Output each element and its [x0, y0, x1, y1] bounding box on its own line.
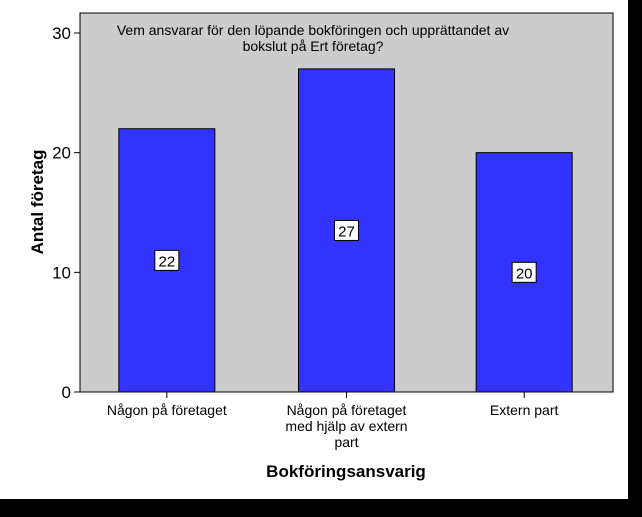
x-tick-label-3: Extern part [490, 402, 559, 418]
y-tick-label-20: 20 [52, 144, 71, 163]
data-label-box-1 [154, 249, 180, 271]
x-axis-title: Bokföringsansvarig [266, 462, 426, 481]
data-label-2: 27 [338, 223, 355, 240]
data-label-3: 20 [516, 265, 533, 282]
y-axis-title: Antal företag [28, 150, 47, 255]
data-label-1: 22 [158, 253, 175, 270]
data-label-box-2 [334, 219, 359, 241]
data-label-box-3 [511, 261, 537, 283]
chart-title-line-2: bokslut på Ert företag? [243, 38, 384, 54]
x-tick-label-1: Någon på företaget [107, 402, 227, 418]
x-tick-label-2: Någon på företaget med hjälp av extern par… [285, 402, 407, 450]
chart-container: 22 27 20 0 10 20 30 Någon på företaget Någon p… [0, 0, 628, 499]
y-tick-label-30: 30 [52, 24, 71, 43]
y-tick-label-10: 10 [52, 263, 71, 282]
chart-title-line-1: Vem ansvarar för den löpande bokföringen… [117, 22, 509, 38]
bar-chart: 22 27 20 0 10 20 30 Någon på företaget Någon p… [28, 12, 614, 481]
y-tick-label-0: 0 [62, 383, 71, 402]
